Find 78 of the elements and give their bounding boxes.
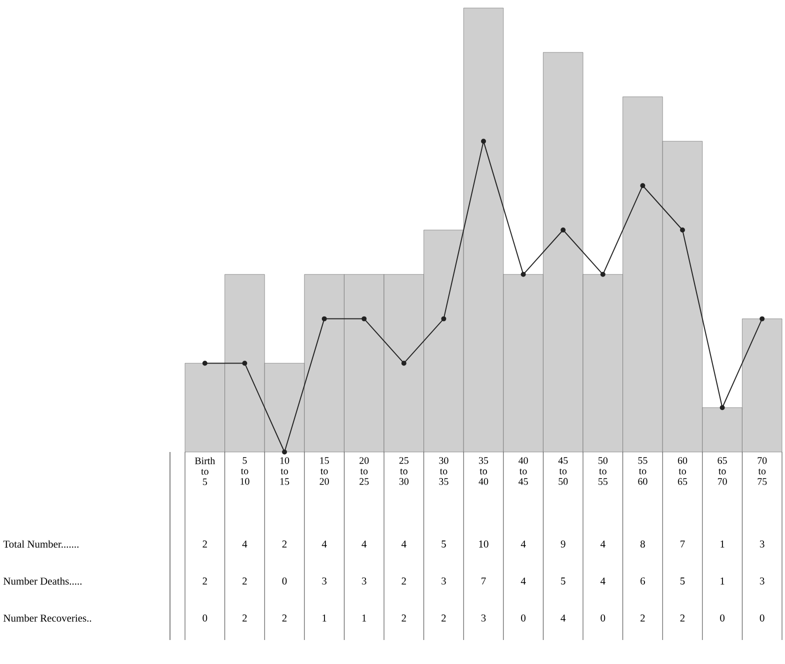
x-tick-label: 65 to 70 <box>718 457 727 485</box>
point <box>560 228 566 232</box>
data-label: 3 <box>760 540 764 548</box>
data-label: 3 <box>362 578 366 585</box>
point <box>202 360 208 366</box>
x-tick-label: 50 to 55 <box>598 457 608 485</box>
data-label: 2 <box>282 540 287 548</box>
data-label: 3 <box>760 578 764 585</box>
data-label: 2 <box>402 578 406 584</box>
data-label: 1 <box>720 540 724 548</box>
data-label: 5 <box>680 578 685 584</box>
data-label: 4 <box>520 540 526 548</box>
point <box>362 316 367 322</box>
x-tick-label: 25 to 30 <box>399 457 409 485</box>
point <box>401 360 406 366</box>
data-label: 5 <box>561 578 566 584</box>
data-label: 10 <box>479 540 488 548</box>
data-label: 3 <box>442 578 446 585</box>
text: 2 <box>242 614 247 622</box>
point <box>481 138 486 144</box>
point <box>242 360 248 366</box>
data-label: 5 <box>442 540 446 548</box>
x-tick-label: 10 to 15 <box>280 457 290 485</box>
text: 0 <box>521 614 526 622</box>
point <box>720 405 725 410</box>
data-label: 9 <box>560 540 566 548</box>
data-label: 4 <box>362 540 367 548</box>
data-label: 7 <box>680 540 685 548</box>
data-label: 4 <box>401 540 406 548</box>
x-tick-label: 70 to 75 <box>758 457 767 485</box>
point <box>322 316 327 322</box>
point <box>600 272 606 277</box>
text: 0 <box>760 614 764 622</box>
x-tick-label: 40 to 45 <box>518 457 528 485</box>
x-tick-label: 35 to 40 <box>478 457 488 485</box>
point <box>640 183 646 188</box>
data-label: 8 <box>640 540 645 548</box>
text: Total Number....... <box>3 540 78 548</box>
x-tick-label: Birth to 5 <box>194 457 216 486</box>
text: 3 <box>481 614 486 622</box>
text: 0 <box>202 614 208 622</box>
data-label: 0 <box>282 577 287 585</box>
data-label: 2 <box>202 540 207 548</box>
text: Number Deaths..... <box>3 577 82 585</box>
data-label: 6 <box>640 578 646 585</box>
text: 2 <box>680 614 685 622</box>
point <box>680 228 685 232</box>
x-tick-label: 5 to 10 <box>240 457 250 485</box>
text: 2 <box>442 614 446 622</box>
x-tick-label: 30 to 35 <box>439 457 448 485</box>
text: 1 <box>322 614 326 622</box>
point <box>760 316 765 322</box>
data-label: 2 <box>202 578 207 584</box>
text: 0 <box>600 614 606 622</box>
x-tick-label: 55 to 60 <box>638 457 648 485</box>
data-label: 4 <box>242 540 248 548</box>
point <box>441 316 446 322</box>
text: 2 <box>402 614 406 622</box>
data-label: 4 <box>600 540 606 548</box>
x-tick-label: 60 to 65 <box>678 457 688 485</box>
point <box>282 450 287 454</box>
text: 2 <box>282 614 287 622</box>
x-tick-label: 45 to 50 <box>558 457 568 485</box>
data-label: 4 <box>322 540 327 548</box>
text: Number Recoveries.. <box>3 614 92 622</box>
data-label: 4 <box>600 578 606 584</box>
x-tick-label: 15 to 20 <box>320 457 329 485</box>
data-label: 3 <box>322 578 326 585</box>
point <box>520 272 526 277</box>
text: 4 <box>560 614 566 622</box>
data-label: 4 <box>520 578 526 584</box>
data-label: 2 <box>242 578 247 584</box>
text: 0 <box>720 614 725 622</box>
data-label: 1 <box>720 578 724 584</box>
text: 1 <box>362 614 366 622</box>
text: 2 <box>640 614 645 622</box>
x-tick-label: 20 to 25 <box>360 457 369 485</box>
data-label: 7 <box>482 578 486 584</box>
